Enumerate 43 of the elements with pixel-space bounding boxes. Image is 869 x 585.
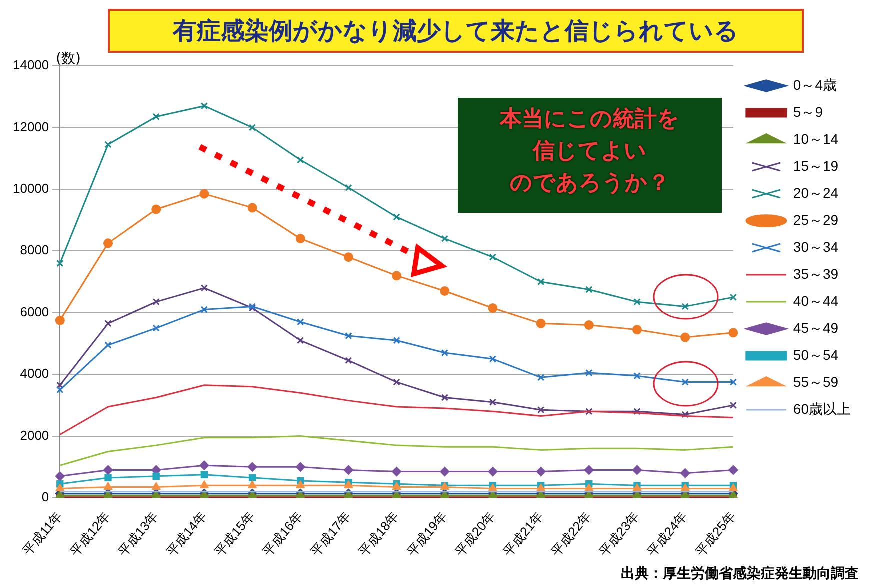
legend-label: 25～29: [793, 212, 839, 228]
x-tick-label: 平成20年: [452, 508, 498, 560]
legend-label: 30～34: [793, 238, 839, 255]
x-tick-label: 平成18年: [356, 508, 402, 560]
annotation: 信じてよい: [531, 138, 648, 166]
legend-label: 0～4歳: [793, 76, 838, 93]
x-tick-label: 平成17年: [308, 508, 354, 560]
y-tick-label: 2000: [20, 428, 50, 443]
x-tick-label: 平成16年: [260, 508, 306, 560]
legend-label: 15～19: [793, 158, 839, 174]
x-tick-label: 平成12年: [67, 508, 114, 560]
x-tick-label: 平成14年: [164, 508, 210, 560]
legend-label: 5～9: [793, 104, 824, 120]
legend-label: 35～39: [793, 266, 839, 282]
x-tick-label: 平成11年: [20, 508, 66, 558]
legend-label: 20～24: [793, 184, 839, 201]
x-tick-label: 平成13年: [116, 508, 162, 560]
legend-label: 10～14: [793, 130, 839, 147]
legend-label: 55～59: [793, 374, 839, 390]
x-tick-label: 平成22年: [548, 508, 594, 560]
legend-label: 40～44: [793, 292, 839, 309]
y-tick-label: 6000: [20, 304, 50, 320]
y-tick-label: 4000: [20, 366, 50, 382]
y-tick-label: 8000: [20, 242, 50, 258]
x-tick-label: 平成15年: [212, 508, 258, 560]
annotation: のであろうか？: [509, 170, 671, 198]
legend-label: 50～54: [793, 346, 839, 363]
source-note: 出典：厚生労働省感染症発生動向調査: [621, 565, 859, 583]
legend-label: 60歳以上: [793, 400, 852, 417]
x-tick-label: 平成19年: [404, 508, 450, 560]
chart-title: 有症感染例がかなり減少して来たと信じられている: [108, 9, 804, 53]
y-tick-label: 10000: [12, 181, 50, 196]
x-tick-label: 平成25年: [692, 508, 738, 560]
y-tick-label: 0: [42, 490, 50, 505]
legend-label: 45～49: [793, 320, 839, 336]
y-tick-label: 12000: [12, 119, 50, 134]
x-tick-label: 平成21年: [500, 508, 546, 560]
annotation: 本当にこの統計を: [498, 106, 681, 134]
x-tick-label: 平成24年: [644, 508, 690, 560]
x-tick-label: 平成23年: [596, 508, 642, 560]
y-axis-title: (数): [56, 50, 81, 68]
y-tick-label: 14000: [12, 58, 50, 73]
callout-box: 本当にこの統計を 信じてよい のであろうか？: [458, 98, 722, 213]
